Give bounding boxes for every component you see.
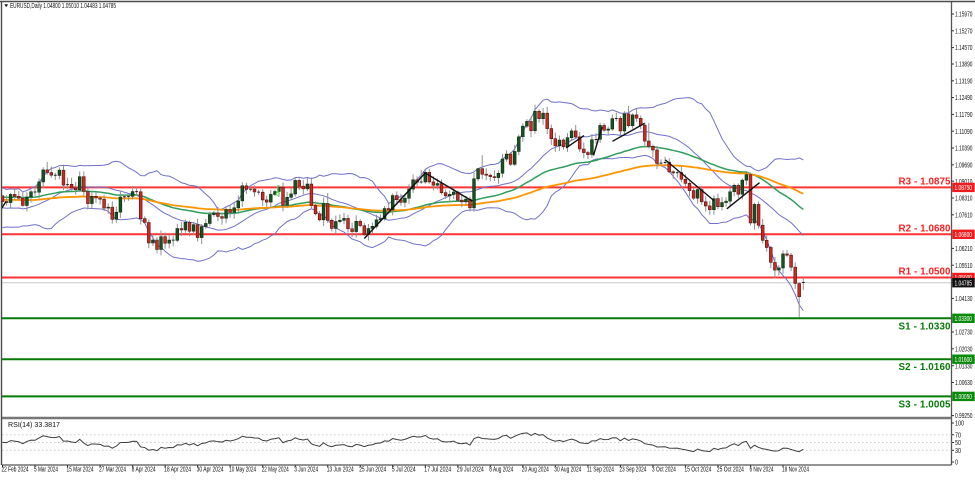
svg-text:30 Apr 2024: 30 Apr 2024 <box>197 467 224 474</box>
svg-text:100: 100 <box>955 421 964 428</box>
svg-text:1.06800: 1.06800 <box>955 232 973 239</box>
svg-text:3 Jun 2024: 3 Jun 2024 <box>294 467 318 474</box>
svg-text:3 Oct 2024: 3 Oct 2024 <box>652 467 676 474</box>
svg-text:1.03300: 1.03300 <box>955 316 973 323</box>
svg-text:27 Mar 2024: 27 Mar 2024 <box>99 467 126 474</box>
svg-text:1.01600: 1.01600 <box>955 357 973 364</box>
svg-text:25 Jun 2024: 25 Jun 2024 <box>359 467 386 474</box>
svg-text:5 Jul 2024: 5 Jul 2024 <box>392 467 416 474</box>
svg-text:30 Aug 2024: 30 Aug 2024 <box>554 467 581 474</box>
svg-text:1.07610: 1.07610 <box>955 212 973 219</box>
svg-text:70: 70 <box>955 432 961 439</box>
svg-text:50: 50 <box>955 440 961 447</box>
svg-text:1.04785: 1.04785 <box>955 280 973 287</box>
svg-text:1.11090: 1.11090 <box>955 129 973 136</box>
svg-text:1.08750: 1.08750 <box>955 185 973 192</box>
svg-text:20 Aug 2024: 20 Aug 2024 <box>522 467 549 474</box>
svg-text:S1 - 1.0330: S1 - 1.0330 <box>899 321 952 332</box>
svg-text:6 Nov 2024: 6 Nov 2024 <box>750 467 774 474</box>
svg-text:1.02730: 1.02730 <box>955 330 973 337</box>
svg-text:1.09690: 1.09690 <box>955 162 973 169</box>
svg-text:1.00630: 1.00630 <box>955 380 973 387</box>
svg-text:1.02030: 1.02030 <box>955 346 973 353</box>
svg-text:1.01330: 1.01330 <box>955 363 973 370</box>
svg-text:1.09010: 1.09010 <box>955 179 973 186</box>
svg-text:R3 - 1.0875: R3 - 1.0875 <box>899 176 952 187</box>
svg-text:1.06210: 1.06210 <box>955 246 973 253</box>
svg-text:11 Sep 2024: 11 Sep 2024 <box>587 467 614 474</box>
svg-text:8 Apr 2024: 8 Apr 2024 <box>132 467 156 474</box>
svg-text:5 Mar 2024: 5 Mar 2024 <box>34 467 58 474</box>
svg-text:17 Jul 2024: 17 Jul 2024 <box>424 467 451 474</box>
svg-text:15 Oct 2024: 15 Oct 2024 <box>684 467 711 474</box>
svg-text:25 Oct 2024: 25 Oct 2024 <box>717 467 744 474</box>
svg-text:R1 - 1.0500: R1 - 1.0500 <box>899 267 952 278</box>
svg-text:29 Jul 2024: 29 Jul 2024 <box>457 467 484 474</box>
svg-text:0: 0 <box>955 460 958 467</box>
svg-text:S3 - 1.0005: S3 - 1.0005 <box>899 399 952 410</box>
svg-text:8 Aug 2024: 8 Aug 2024 <box>489 467 513 474</box>
svg-text:1.08310: 1.08310 <box>955 196 973 203</box>
svg-text:1.11790: 1.11790 <box>955 112 973 119</box>
svg-text:1.14570: 1.14570 <box>955 45 973 52</box>
svg-text:10 May 2024: 10 May 2024 <box>229 467 256 474</box>
svg-text:1.00050: 1.00050 <box>955 394 973 401</box>
svg-text:18 Nov 2024: 18 Nov 2024 <box>782 467 809 474</box>
svg-text:1.12490: 1.12490 <box>955 95 973 102</box>
svg-text:1.13890: 1.13890 <box>955 62 973 69</box>
svg-text:15 Mar 2024: 15 Mar 2024 <box>67 467 94 474</box>
svg-text:S2 - 1.0160: S2 - 1.0160 <box>899 362 952 373</box>
svg-text:1.15270: 1.15270 <box>955 28 973 35</box>
svg-text:18 Apr 2024: 18 Apr 2024 <box>164 467 191 474</box>
svg-text:EURUSD,Daily 1.04800 1.05010: EURUSD,Daily 1.04800 1.05010 1.04483 1.0… <box>10 1 116 10</box>
svg-text:1.15970: 1.15970 <box>955 12 973 19</box>
svg-text:22 May 2024: 22 May 2024 <box>262 467 289 474</box>
svg-text:1.10390: 1.10390 <box>955 146 973 153</box>
svg-text:R2 - 1.0680: R2 - 1.0680 <box>899 223 952 234</box>
svg-text:22 Feb 2024: 22 Feb 2024 <box>2 467 29 474</box>
svg-text:13 Jun 2024: 13 Jun 2024 <box>327 467 354 474</box>
svg-text:RSI(14) 33.3817: RSI(14) 33.3817 <box>8 422 60 429</box>
svg-text:30: 30 <box>955 448 961 455</box>
svg-text:1.04130: 1.04130 <box>955 296 973 303</box>
svg-text:1.05510: 1.05510 <box>955 263 973 270</box>
svg-text:23 Sep 2024: 23 Sep 2024 <box>619 467 646 474</box>
svg-text:0.99250: 0.99250 <box>955 413 973 420</box>
svg-text:1.13190: 1.13190 <box>955 78 973 85</box>
